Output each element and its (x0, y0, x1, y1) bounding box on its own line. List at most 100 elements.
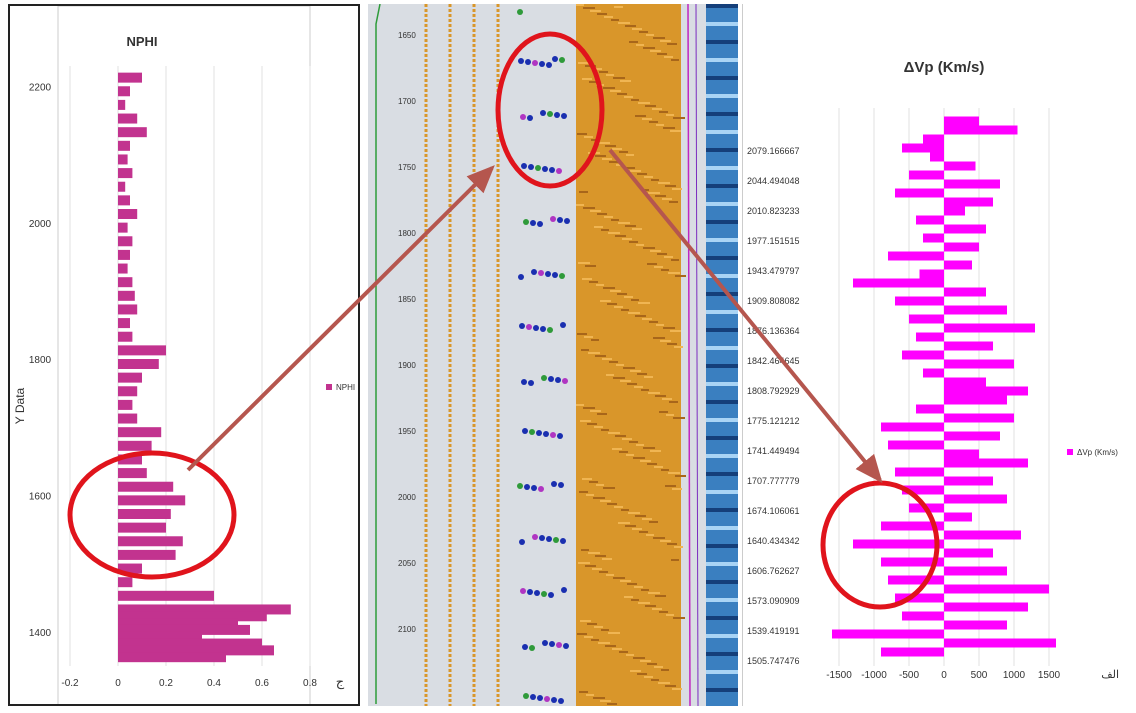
image-log-texture (590, 210, 601, 212)
dvp-bar (895, 593, 944, 603)
image-log-texture (663, 327, 675, 329)
lithology-band (706, 238, 738, 242)
image-log-texture (647, 263, 657, 265)
lithology-band (706, 580, 738, 584)
image-log-texture (587, 623, 597, 625)
image-log-texture (592, 68, 602, 70)
dvp-bar (944, 395, 1007, 405)
image-log-texture (594, 426, 603, 428)
depth-label: 2000 (398, 493, 416, 502)
image-log-texture (576, 404, 584, 406)
image-log-texture (605, 645, 616, 647)
image-log-texture (610, 90, 621, 92)
image-log-texture (582, 478, 592, 480)
image-log-texture (620, 580, 631, 582)
nphi-bar (118, 611, 267, 622)
x-tick-label: 500 (971, 670, 988, 681)
image-log-texture (670, 330, 681, 332)
dvp-bar (909, 170, 944, 180)
nphi-bar (118, 509, 171, 519)
y-tick-label: 1400 (29, 628, 52, 639)
image-log-texture (579, 491, 588, 493)
image-log-texture (653, 537, 665, 539)
dvp-bar (944, 116, 979, 126)
image-log-texture (638, 302, 650, 304)
dip-marker (521, 163, 527, 169)
image-log-texture (641, 389, 649, 391)
image-log-texture (581, 349, 589, 351)
image-log-texture (647, 463, 657, 465)
nphi-bar (118, 495, 186, 506)
nphi-bar (118, 99, 126, 110)
image-log-texture (630, 370, 641, 372)
dip-marker (551, 697, 557, 703)
lithology-band (706, 688, 738, 692)
image-log-texture (597, 413, 607, 415)
image-log-texture (648, 592, 660, 594)
lithology-band (706, 526, 738, 530)
lithology-band (706, 22, 738, 26)
image-log-texture (646, 34, 654, 36)
nphi-bar (118, 440, 152, 451)
image-log-texture (641, 589, 649, 591)
image-log-texture (601, 629, 609, 631)
image-log-texture (669, 201, 678, 203)
dip-marker (538, 270, 544, 276)
image-log-texture (601, 229, 609, 231)
image-log-texture (602, 558, 612, 560)
dip-marker (557, 217, 563, 223)
dvp-bar (909, 314, 944, 324)
y-tick-label: 1640.434342 (747, 536, 800, 546)
image-log-texture (586, 694, 594, 696)
dip-marker (527, 589, 533, 595)
dvp-bar (853, 278, 944, 288)
nphi-bar (118, 72, 142, 83)
dip-marker (517, 483, 523, 489)
dip-marker (552, 56, 558, 62)
y-axis-label: Y Data (13, 387, 27, 424)
image-log-texture (584, 136, 593, 138)
dvp-bar (944, 476, 993, 486)
image-log-texture (583, 7, 595, 9)
dip-marker (523, 693, 529, 699)
lithology-band (706, 130, 738, 134)
dip-marker (529, 429, 535, 435)
dvp-bar (895, 467, 944, 477)
dvp-bar (902, 143, 944, 153)
image-log-texture (615, 435, 626, 437)
dip-marker (553, 537, 559, 543)
nphi-bar (118, 181, 126, 192)
nphi-bar (118, 386, 138, 397)
image-log-texture (657, 253, 667, 255)
nphi-bar (118, 604, 291, 615)
y-tick-label: 1943.479797 (747, 266, 800, 276)
y-tick-label: 1539.419191 (747, 626, 800, 636)
image-log-texture (642, 118, 652, 120)
depth-label: 1900 (398, 361, 416, 370)
lithology-band (706, 256, 738, 260)
nphi-bar (118, 331, 133, 342)
image-log-texture (607, 303, 617, 305)
image-log-texture (632, 228, 642, 230)
dvp-bar (944, 197, 993, 207)
image-log-texture (585, 265, 596, 267)
y-tick-label: 1800 (29, 355, 52, 366)
dvp-bar (930, 152, 944, 162)
chart-title: ΔVp (Km/s) (904, 59, 985, 76)
image-log-texture (630, 670, 641, 672)
dip-marker (520, 114, 526, 120)
image-log-texture (655, 395, 666, 397)
image-log-texture (625, 25, 636, 27)
image-log-texture (642, 318, 652, 320)
image-log-texture (612, 648, 622, 650)
dip-marker (523, 219, 529, 225)
image-log-texture (673, 617, 685, 619)
image-log-texture (624, 596, 633, 598)
image-log-texture (607, 703, 617, 705)
lithology-band (706, 94, 738, 98)
nphi-bar (118, 645, 274, 656)
nphi-bar (118, 549, 176, 560)
image-log-texture (578, 262, 590, 264)
image-log-texture (658, 182, 670, 184)
dip-marker (541, 591, 547, 597)
